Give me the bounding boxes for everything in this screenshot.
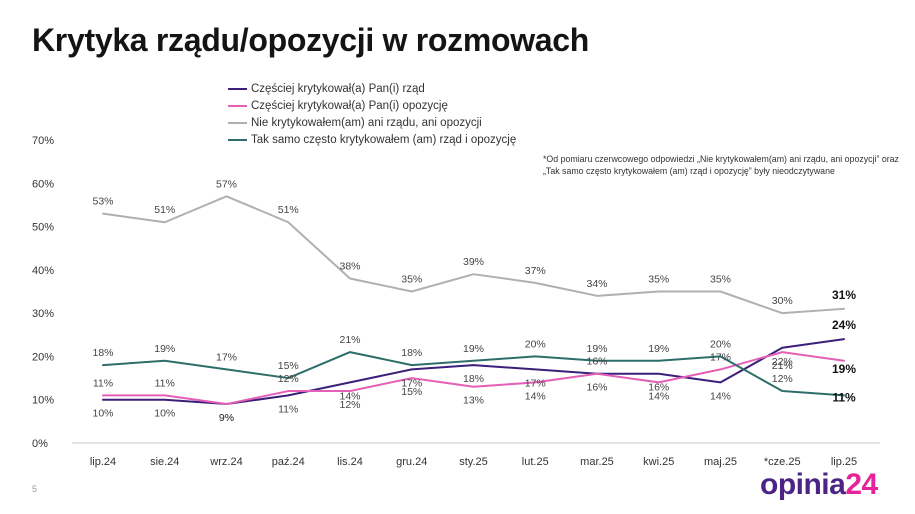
data-label: 15% [278,360,299,372]
x-tick-label: kwi.25 [643,456,674,468]
data-label: 15% [401,386,422,398]
legend-swatch [228,104,247,107]
data-label: 30% [772,295,793,307]
series-line [102,351,845,406]
data-label: 18% [401,347,422,359]
data-label: 11% [93,377,113,389]
data-label: 14% [525,390,546,402]
legend-swatch [228,121,247,124]
data-label: 35% [710,274,731,286]
y-tick-label: 70% [32,135,54,147]
chart-footnote: *Od pomiaru czerwcowego odpowiedzi „Nie … [543,154,899,176]
legend-label: Tak samo często krytykowałem (am) rząd i… [251,133,517,146]
y-tick-label: 0% [32,438,48,450]
y-tick-label: 10% [32,395,54,407]
brand-logo: opinia24 [760,468,878,502]
legend-item: Nie krytykowałem(am) ani rządu, ani opoz… [228,114,516,131]
y-tick-label: 40% [32,265,54,277]
data-label: 20% [525,338,546,350]
logo-text-part1: opinia [760,468,846,501]
legend-label: Częściej krytykował(a) Pan(i) rząd [251,82,425,95]
data-label: 19% [463,343,484,355]
legend-item: Częściej krytykował(a) Pan(i) rząd [228,80,516,97]
data-label: 19% [648,343,669,355]
data-label: 13% [463,395,484,407]
data-label: 12% [278,373,299,385]
data-label: 51% [154,204,175,216]
data-label: 21% [339,334,360,346]
data-label: 38% [339,261,360,273]
chart-legend: Częściej krytykował(a) Pan(i) rząd Częśc… [228,80,516,148]
data-label: 17% [525,377,546,389]
x-tick-label: maj.25 [704,456,737,468]
data-label: 20% [710,338,731,350]
data-label: 21% [772,360,793,372]
data-label: 16% [586,356,607,368]
legend-swatch [228,138,247,141]
page-number: 5 [32,484,38,494]
data-label: 17% [401,377,422,389]
data-label: 10% [92,408,113,420]
data-label: 11% [278,403,298,415]
x-tick-label: *cze.25 [764,456,801,468]
series-line [102,351,845,397]
data-label: 19% [832,362,856,376]
x-tick-label: paź.24 [272,456,305,468]
logo-text-part2: 24 [845,468,878,501]
data-label: 14% [648,390,669,402]
y-tick-label: 20% [32,351,54,363]
x-tick-label: lut.25 [522,456,549,468]
data-label: 39% [463,256,484,268]
data-label: 53% [92,196,113,208]
data-label: 19% [586,343,607,355]
x-tick-label: mar.25 [580,456,614,468]
data-label: 18% [463,373,484,385]
data-label: 11% [832,390,856,404]
x-tick-label: gru.24 [396,456,427,468]
data-label: 22% [772,356,793,368]
y-tick-label: 50% [32,222,54,234]
data-label: 17% [216,351,237,363]
data-label: 19% [154,343,175,355]
data-label: 12% [772,373,793,385]
data-label: 10% [154,408,175,420]
data-label: 57% [216,178,237,190]
data-label: 17% [710,351,731,363]
data-label: 14% [339,390,360,402]
x-tick-label: sty.25 [459,456,488,468]
chart-title: Krytyka rządu/opozycji w rozmowach [32,22,590,58]
x-tick-label: wrz.24 [209,456,242,468]
series-line [102,195,845,315]
x-tick-label: lis.24 [337,456,363,468]
legend-swatch [228,87,247,90]
data-label: 34% [586,278,607,290]
data-label: 12% [339,399,360,411]
data-label: 35% [648,274,669,286]
data-label: 9% [219,412,234,424]
data-label: 35% [401,274,422,286]
legend-label: Nie krytykowałem(am) ani rządu, ani opoz… [251,116,482,129]
y-tick-label: 30% [32,308,54,320]
data-label: 37% [525,265,546,277]
data-label: 24% [832,318,856,332]
x-tick-label: lip.24 [90,456,116,468]
data-label: 9% [219,412,234,424]
data-label: 31% [832,288,856,302]
data-label: 51% [278,204,299,216]
y-tick-label: 60% [32,178,54,190]
data-label: 16% [648,382,669,394]
legend-item: Częściej krytykował(a) Pan(i) opozycję [228,97,516,114]
legend-item: Tak samo często krytykowałem (am) rząd i… [228,131,516,148]
data-label: 14% [710,390,731,402]
x-tick-label: lip.25 [831,456,857,468]
data-label: 18% [92,347,113,359]
data-label: 11% [155,377,175,389]
x-tick-label: sie.24 [150,456,179,468]
data-label: 16% [586,382,607,394]
legend-label: Częściej krytykował(a) Pan(i) opozycję [251,99,448,112]
